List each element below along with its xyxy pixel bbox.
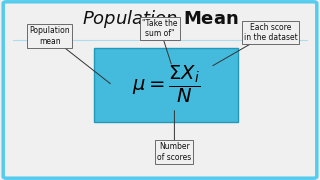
Text: Each score
in the dataset: Each score in the dataset [213,23,297,66]
Text: "Take the
sum of": "Take the sum of" [142,19,178,64]
FancyBboxPatch shape [94,48,238,122]
Text: Population
mean: Population mean [29,26,110,84]
Text: Number
of scores: Number of scores [157,111,192,162]
Text: $\mu = \dfrac{\Sigma X_i}{N}$: $\mu = \dfrac{\Sigma X_i}{N}$ [132,64,201,105]
Text: $\mathbf{\it{Population}}$$\mathbf{\ Mean}$: $\mathbf{\it{Population}}$$\mathbf{\ Mea… [82,8,238,30]
